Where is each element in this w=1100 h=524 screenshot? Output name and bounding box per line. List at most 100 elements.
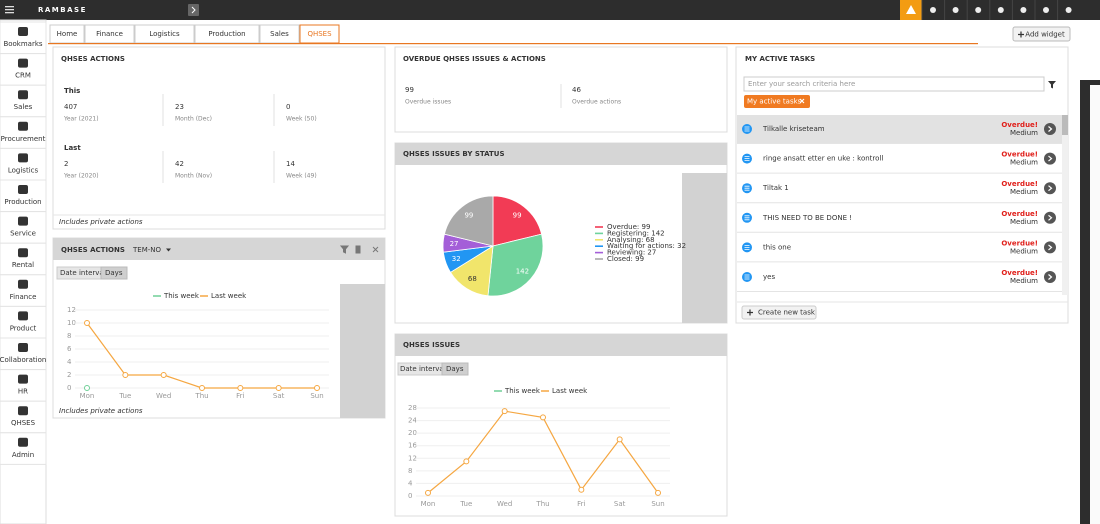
sidebar-item[interactable] [0,432,47,465]
y-tick-label: 6 [67,345,72,353]
x-tick-label: Tue [118,392,131,400]
task-open-arrow [1048,214,1053,221]
sidebar-label: Rental [12,261,34,269]
sidebar-label: HR [18,388,28,396]
x-tick-label: Thu [194,392,208,400]
legend-label: This week [163,292,200,300]
task-priority: Medium [1010,277,1038,285]
data-point [425,489,431,496]
slice-label: 32 [452,255,461,263]
task-row[interactable] [737,115,1062,144]
add-widget-button[interactable] [1012,26,1071,42]
task-open-button[interactable] [1044,123,1056,135]
logo: RAMBASE [38,6,87,14]
toolbar-icon[interactable] [1020,7,1027,13]
x-tick-label: Sun [310,392,323,400]
sidebar-item[interactable] [0,116,47,149]
task-icon-lines [744,245,750,250]
legend-value: 142 [651,229,664,237]
sidebar-item[interactable] [0,84,47,118]
x-tick-label: Thu [535,500,549,508]
task-open-button[interactable] [1044,182,1056,195]
y-tick-label: 0 [67,384,71,392]
menu-icon[interactable] [5,12,14,14]
group-label: Last [64,144,81,152]
widget-filter[interactable]: TEM-NO [132,246,162,254]
data-point [540,414,546,421]
toolbar-icon[interactable] [952,7,959,13]
x-tick-label: Sat [614,500,626,508]
data-point [237,385,244,391]
sidebar-item[interactable] [0,211,47,244]
sidebar-item[interactable] [0,369,47,402]
filter-chip[interactable] [744,95,810,108]
widget [52,237,386,419]
sidebar-label: Production [4,198,41,206]
chip-close[interactable] [799,98,805,104]
expand-button[interactable] [188,4,199,16]
task-open-arrow [1048,155,1053,162]
menu-icon[interactable] [5,6,14,8]
header-icon[interactable] [355,245,361,254]
legend-name: Waiting for actions [607,242,673,250]
sidebar-icon [18,153,28,163]
toolbar-icon[interactable] [975,7,982,13]
slice-label: 99 [513,211,522,219]
sidebar-item[interactable] [0,400,47,434]
create-task-label: Create new task [758,309,816,317]
task-row[interactable] [737,233,1062,262]
widget-title: QHSES ACTIONS [61,55,125,63]
task-status: Overdue! [1001,269,1038,277]
legend-name: Reviewing [607,249,643,257]
sidebar-item[interactable] [0,21,47,55]
task-open-button[interactable] [1044,271,1056,283]
side-panel [340,284,385,418]
stat-label: Year (2020) [63,173,99,180]
sidebar-icon [18,374,28,384]
header-icon[interactable] [339,245,350,254]
task-open-button[interactable] [1044,241,1056,254]
filter-icon[interactable] [1048,81,1056,89]
sidebar-item[interactable] [0,179,47,213]
x-tick-label: Wed [497,500,512,508]
top-bar [0,0,1100,20]
alert-icon [906,5,916,14]
task-row[interactable] [737,203,1062,233]
sidebar-item[interactable] [0,242,47,276]
stat-label: Month (Dec) [175,116,212,123]
tab-label: Home [57,30,78,38]
task-row[interactable] [737,144,1062,174]
search-box[interactable] [743,76,1045,92]
interval-label: Date interval [60,269,106,277]
sidebar-item[interactable] [0,147,47,181]
scroll-thumb [1062,115,1068,135]
sidebar-icon [18,185,28,194]
task-open-button[interactable] [1044,152,1056,165]
task-row[interactable] [737,174,1062,203]
interval-button[interactable] [441,362,469,376]
legend-value: 27 [647,249,656,257]
sidebar-item[interactable] [0,53,47,86]
toolbar-icon[interactable] [930,7,936,13]
toolbar-icon[interactable] [1065,7,1072,13]
task-row[interactable] [737,263,1062,292]
sidebar-item[interactable] [0,274,47,307]
legend-value: 68 [646,236,655,244]
x-tick-label: Wed [156,392,171,400]
sidebar-item[interactable] [0,337,47,371]
legend-label: Reviewing: 27 [607,249,656,257]
create-task-button[interactable] [741,305,817,320]
task-open-button[interactable] [1044,211,1056,224]
y-tick-label: 12 [67,306,76,314]
task-status: Overdue! [1001,180,1038,188]
sidebar-item[interactable] [0,305,47,339]
toolbar-icon[interactable] [997,7,1004,13]
toolbar-icon[interactable] [1043,7,1049,13]
y-tick-label: 0 [408,492,412,500]
interval-button[interactable] [100,266,128,280]
widget-title: QHSES ISSUES [403,341,460,349]
header-icon[interactable] [372,246,379,253]
menu-icon[interactable] [5,9,14,11]
data-point [84,320,90,326]
